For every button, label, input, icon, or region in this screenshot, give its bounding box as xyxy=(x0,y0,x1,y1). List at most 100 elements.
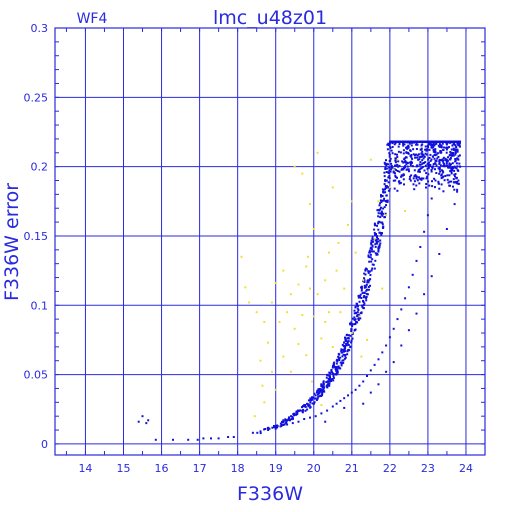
main-series-point xyxy=(450,148,453,151)
main-series-point xyxy=(457,142,460,145)
outlier-point xyxy=(305,265,308,268)
main-series-point xyxy=(455,146,458,149)
main-series-point xyxy=(147,419,150,422)
main-series-point xyxy=(449,140,452,143)
main-series-point xyxy=(415,143,418,146)
main-series-point xyxy=(394,164,396,167)
main-series-point xyxy=(384,166,387,169)
main-series-point xyxy=(457,182,460,185)
main-series-point xyxy=(376,236,378,239)
main-series-point xyxy=(393,171,396,174)
main-series-point xyxy=(350,328,353,331)
main-series-point xyxy=(376,209,379,212)
main-series-point xyxy=(264,428,267,430)
main-series-point xyxy=(410,156,413,159)
main-series-point xyxy=(455,167,458,170)
main-series-point xyxy=(362,380,365,383)
main-series-point xyxy=(363,291,366,294)
main-series-point xyxy=(251,431,254,434)
main-series-point xyxy=(384,187,387,190)
main-series-point xyxy=(293,412,296,415)
main-series-point xyxy=(307,399,310,402)
main-series-point xyxy=(366,288,368,291)
main-series-point xyxy=(452,154,455,157)
main-series-point xyxy=(322,387,325,390)
main-series-point xyxy=(415,175,418,178)
main-series-point xyxy=(430,141,432,144)
main-series-point xyxy=(367,281,370,284)
main-series-point xyxy=(430,146,433,149)
outlier-point xyxy=(282,269,285,272)
main-series-point xyxy=(449,156,452,159)
main-series-point xyxy=(154,438,157,441)
main-series-point xyxy=(320,383,323,386)
main-series-point xyxy=(433,177,436,180)
main-series-point xyxy=(337,365,340,368)
main-series-point xyxy=(396,189,399,192)
main-series-point xyxy=(338,357,340,360)
main-series-point xyxy=(316,391,318,394)
main-series-point xyxy=(423,169,426,172)
main-series-point xyxy=(371,237,374,240)
main-series-point xyxy=(406,165,409,168)
main-series-point xyxy=(382,199,385,202)
main-series-point xyxy=(409,149,412,152)
main-series-point xyxy=(451,151,454,154)
main-series-point xyxy=(202,437,205,440)
main-series-point xyxy=(393,187,396,190)
main-series-point xyxy=(356,307,359,310)
main-series-point xyxy=(349,334,352,337)
outlier-point xyxy=(263,401,266,404)
main-series-point xyxy=(389,141,392,144)
main-series-point xyxy=(418,156,421,159)
outlier-point xyxy=(316,293,319,296)
main-series-point xyxy=(341,359,344,362)
main-series-point xyxy=(402,142,405,145)
main-series-point xyxy=(321,393,324,396)
main-series-point xyxy=(369,274,372,276)
main-series-point xyxy=(416,156,419,159)
main-series-point xyxy=(356,311,359,314)
main-series-point xyxy=(390,168,393,171)
main-series-point xyxy=(365,289,368,292)
outlier-point xyxy=(328,251,330,254)
outlier-point xyxy=(339,311,342,314)
main-series-point xyxy=(455,162,458,165)
main-series-point xyxy=(394,142,397,145)
main-series-point xyxy=(283,423,286,426)
main-series-point xyxy=(432,150,435,153)
main-series-point xyxy=(342,350,345,353)
main-series-point xyxy=(379,242,382,245)
main-series-point xyxy=(373,267,376,270)
main-series-point xyxy=(407,144,410,147)
main-series-point xyxy=(416,179,419,182)
main-series-point xyxy=(320,394,323,397)
main-series-point xyxy=(317,388,320,391)
main-series-point xyxy=(455,180,458,183)
main-series-point xyxy=(339,356,342,359)
main-series-point xyxy=(427,167,430,170)
outlier-point xyxy=(259,359,262,362)
main-series-point xyxy=(303,404,306,406)
main-series-point xyxy=(335,367,338,370)
main-series-point xyxy=(326,409,329,412)
main-series-point xyxy=(418,169,421,172)
main-series-point xyxy=(363,281,366,283)
main-series-point xyxy=(377,240,380,243)
main-series-point xyxy=(384,185,387,187)
main-series-point xyxy=(367,270,370,273)
main-series-point xyxy=(382,207,385,210)
main-series-point xyxy=(380,213,383,216)
main-series-point xyxy=(387,144,390,146)
main-series-point xyxy=(455,182,458,185)
main-series-point xyxy=(360,289,363,292)
main-series-point xyxy=(446,140,448,143)
main-series-point xyxy=(390,164,393,167)
main-series-point xyxy=(373,363,376,366)
main-series-point xyxy=(295,411,298,414)
y-tick-labels: 0 0.05 0.1 0.15 0.2 0.25 0.3 xyxy=(24,22,49,451)
main-series-point xyxy=(439,159,442,162)
main-series-point xyxy=(363,277,366,280)
main-series-point xyxy=(431,155,434,158)
main-series-point xyxy=(341,349,344,352)
